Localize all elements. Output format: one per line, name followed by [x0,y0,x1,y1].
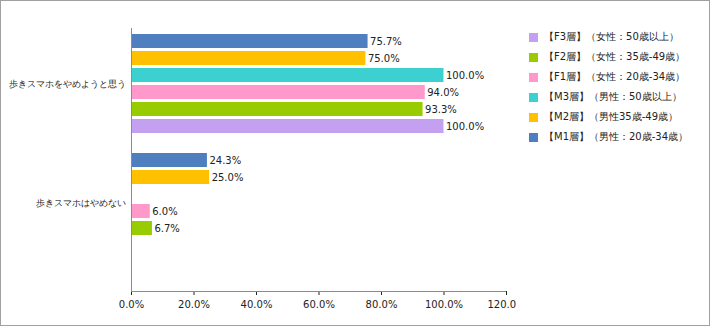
svg-text:24.3%: 24.3% [209,155,241,166]
html-text:【M3層】（男性：50歳以上）: 【M3層】（男性：50歳以上） [544,91,682,102]
svg-text:75.7%: 75.7% [370,36,402,47]
svg-text:歩きスマホはやめない: 歩きスマホはやめない [36,198,126,208]
svg-text:100.0%: 100.0% [446,121,484,132]
svg-text:20.0%: 20.0% [178,299,210,310]
svg-text:0.0%: 0.0% [119,299,144,310]
svg-text:6.7%: 6.7% [154,223,179,234]
html-text:【M2層】（男性35歳-49歳）: 【M2層】（男性35歳-49歳） [544,111,679,122]
svg-text:75.0%: 75.0% [368,53,400,64]
html-text:【M1層】（男性：20歳-34歳）: 【M1層】（男性：20歳-34歳） [544,131,689,142]
html-text:【F1層】（女性：20歳-34歳）: 【F1層】（女性：20歳-34歳） [544,71,686,82]
svg-text:93.3%: 93.3% [425,104,457,115]
html-text:【F2層】（女性：35歳-49歳）: 【F2層】（女性：35歳-49歳） [544,51,686,62]
svg-text:94.0%: 94.0% [427,87,459,98]
html-text:【F3層】（女性：50歳以上）: 【F3層】（女性：50歳以上） [544,31,679,42]
svg-text:120.0%: 120.0% [487,299,516,310]
svg-text:100.0%: 100.0% [446,70,484,81]
svg-text:80.0%: 80.0% [366,299,398,310]
svg-text:6.0%: 6.0% [152,206,177,217]
svg-text:40.0%: 40.0% [241,299,273,310]
svg-text:100.0%: 100.0% [425,299,463,310]
svg-text:25.0%: 25.0% [212,172,244,183]
svg-text:歩きスマホをやめようと思う: 歩きスマホをやめようと思う [9,79,126,89]
svg-text:60.0%: 60.0% [303,299,335,310]
